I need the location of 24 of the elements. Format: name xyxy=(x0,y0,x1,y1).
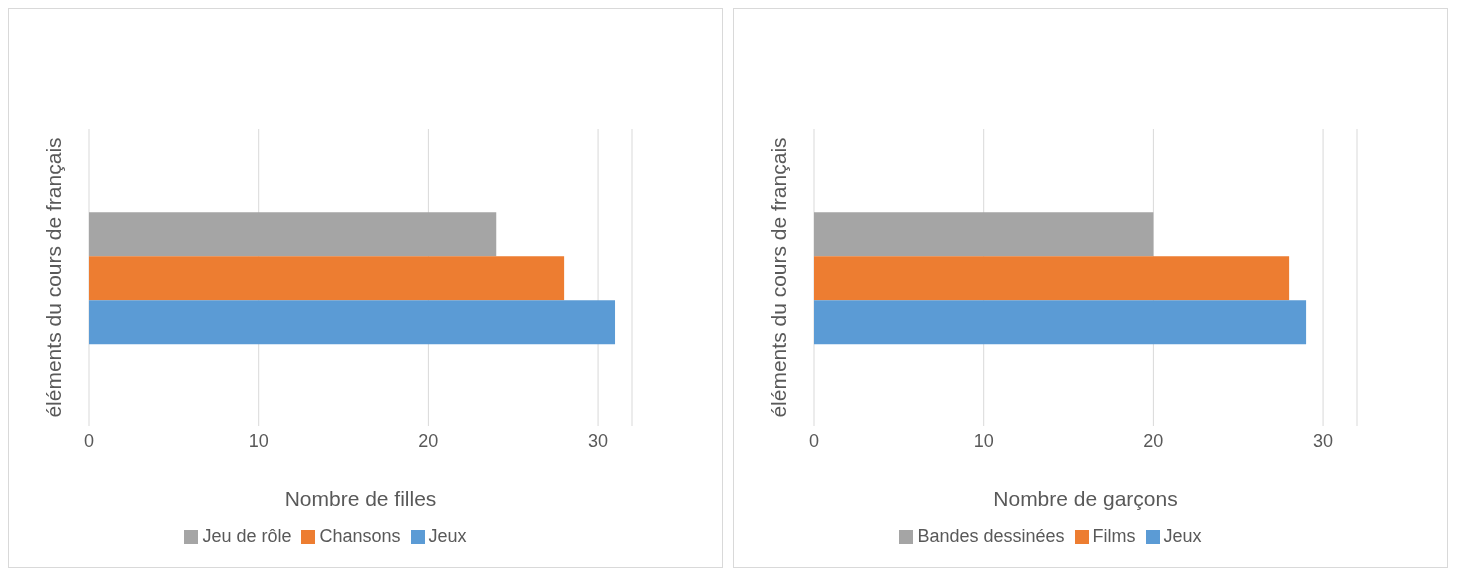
bar xyxy=(89,212,497,257)
bar xyxy=(814,256,1290,301)
legend-label: Bandes dessinées xyxy=(917,526,1065,546)
bar xyxy=(814,300,1307,345)
x-axis-title: Nombre de garçons xyxy=(993,487,1178,510)
y-axis-title: éléments du cours de français xyxy=(42,137,66,418)
x-tick-label: 10 xyxy=(248,430,269,451)
x-tick-label: 30 xyxy=(1313,430,1334,451)
legend-label: Jeu de rôle xyxy=(202,526,292,546)
x-tick-label: 30 xyxy=(588,430,609,451)
x-tick-label: 20 xyxy=(1143,430,1164,451)
legend-label: Jeux xyxy=(1163,526,1202,546)
x-tick-label: 0 xyxy=(83,430,95,451)
x-axis-title: Nombre de filles xyxy=(284,487,437,510)
bar xyxy=(814,212,1154,257)
legend-label: Chansons xyxy=(319,526,401,546)
y-axis-title: éléments du cours de français xyxy=(767,137,791,418)
x-tick-label: 20 xyxy=(418,430,439,451)
x-tick-label: 10 xyxy=(973,430,994,451)
legend-label: Jeux xyxy=(428,526,467,546)
bar xyxy=(89,256,565,301)
legend-label: Films xyxy=(1092,526,1136,546)
x-tick-label: 0 xyxy=(808,430,820,451)
bar xyxy=(89,300,616,345)
